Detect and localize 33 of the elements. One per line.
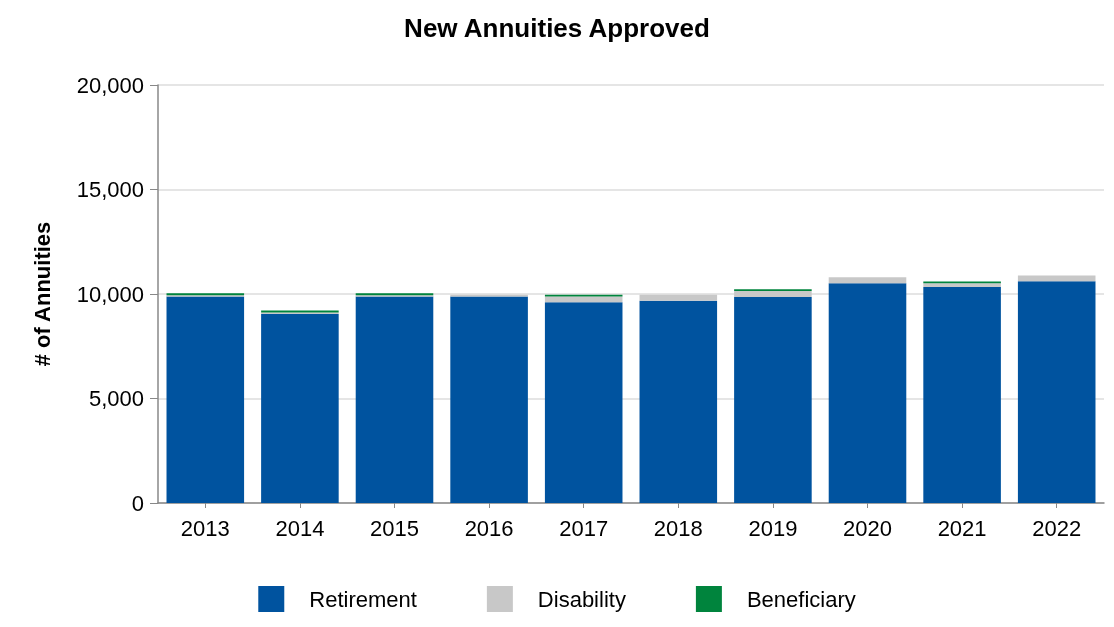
x-tick-label: 2016 (464, 515, 514, 541)
bar (166, 296, 245, 503)
x-tick-label: 2019 (748, 515, 798, 541)
legend-label: Retirement (309, 586, 417, 612)
y-tick-label: 5,000 (88, 386, 144, 411)
bar (923, 286, 1001, 503)
bar (639, 300, 718, 503)
bar (355, 296, 434, 503)
x-tick-label: 2021 (937, 515, 987, 541)
y-tick-label: 15,000 (76, 177, 144, 202)
x-tick-label: 2017 (559, 515, 609, 541)
chart-title: New Annuities Approved (404, 13, 710, 43)
y-tick-label: 10,000 (76, 281, 144, 307)
y-tick-label: 20,000 (76, 72, 144, 98)
x-tick-label: 2014 (275, 515, 325, 541)
y-axis-title: # of Annuities (29, 221, 55, 367)
bar (828, 277, 907, 284)
x-tick-label: 2018 (653, 515, 703, 541)
bar (1017, 281, 1096, 503)
bar (544, 302, 623, 503)
x-tick-label: 2020 (843, 515, 892, 541)
bar (639, 294, 718, 301)
bar (734, 291, 812, 297)
legend-label: Disability (537, 586, 626, 612)
x-tick-label: 2015 (370, 515, 419, 541)
legend-label: Beneficiary (746, 586, 856, 612)
bar (734, 296, 812, 503)
bar (450, 296, 528, 503)
x-tick-label: 2022 (1032, 515, 1082, 541)
bar (828, 283, 907, 503)
x-tick-label: 2013 (180, 515, 230, 541)
y-tick-label: 0 (131, 490, 144, 516)
bar (261, 314, 339, 503)
